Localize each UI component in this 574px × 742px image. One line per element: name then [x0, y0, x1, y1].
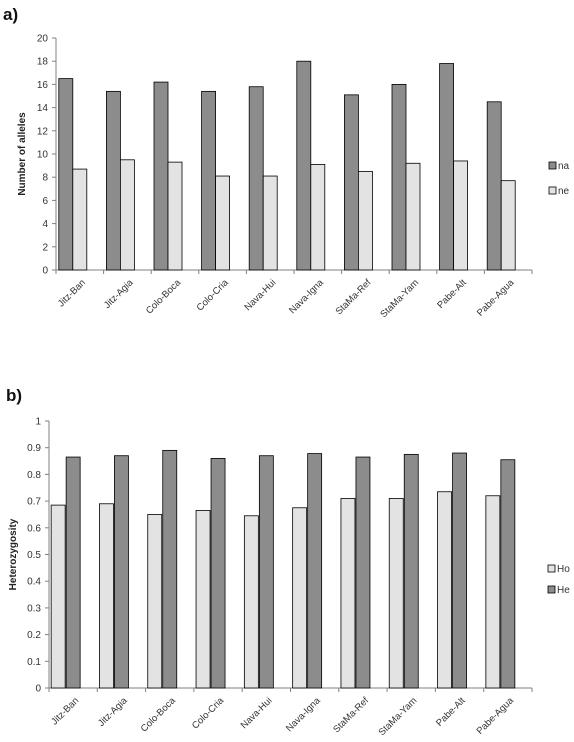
bar-ne-Nava-Hui [262, 175, 278, 271]
bar-He-StaMa-Ref [355, 456, 371, 689]
y-tick-label: 1 [35, 417, 41, 428]
x-tick-label: Nava-Igna [284, 695, 323, 734]
legend-swatch-na [548, 161, 557, 170]
bar-Ho-Jitz-Ban [50, 504, 66, 689]
bar-He-Nava-Hui [258, 455, 274, 689]
bar-ne-Nava-Igna [310, 164, 326, 271]
bar-Ho-Colo-Cria [195, 510, 211, 689]
bar-Ho-Colo-Boca [147, 514, 163, 689]
y-tick-label: 0 [35, 684, 41, 695]
x-tick-label: StaMa-Yam [378, 277, 421, 320]
x-tick-label: StaMa-Yam [377, 695, 420, 738]
bar-Ho-Nava-Igna [292, 507, 308, 689]
legend-swatch-ne [548, 186, 557, 195]
bar-Ho-Jitz-Agia [99, 503, 114, 689]
y-tick-label: 2 [42, 242, 48, 253]
bar-ne-Pabe-Agua [500, 180, 516, 271]
bar-na-Pabe-Agua [486, 101, 502, 271]
bar-na-Nava-Igna [296, 60, 312, 271]
chart-panel-b: b) 0 0.1 0.2 0.3 0.4 0.5 0.6 0.7 0.8 0.9 1 Heterozyg… [6, 386, 570, 738]
bar-ne-Jitz-Ban [72, 168, 88, 271]
legend-label-ne: ne [558, 186, 570, 197]
y-tick-label: 0.8 [27, 470, 41, 481]
bar-na-Jitz-Agia [106, 90, 121, 271]
bar-He-Pabe-Agua [500, 459, 516, 689]
y-tick-label: 0.2 [27, 630, 41, 641]
bar-Ho-Pabe-Alt [437, 491, 452, 689]
y-axis-label: Heterozygosity [8, 518, 19, 590]
chart-panel-a: a) 0 2 4 6 8 10 12 14 16 18 20 Number of alleles Jitz… [3, 5, 570, 320]
legend-label-na: na [558, 161, 570, 172]
y-tick-label: 6 [42, 196, 48, 207]
bar-na-Pabe-Alt [439, 63, 455, 271]
x-tick-label: Colo-Cria [195, 277, 232, 314]
bar-ne-Colo-Boca [167, 161, 183, 271]
y-tick-label: 0.9 [27, 443, 41, 454]
y-tick-label: 0.7 [27, 497, 41, 508]
bar-na-Colo-Cria [201, 90, 217, 271]
x-tick-label: Nava-Igna [287, 277, 326, 316]
bar-Ho-Pabe-Agua [485, 495, 501, 689]
x-tick-label: StaMa-Ref [334, 277, 374, 317]
x-tick-label: Jitz-Ban [56, 277, 88, 309]
y-tick-label: 12 [37, 126, 49, 137]
y-axis-label: Number of alleles [17, 112, 28, 196]
bar-He-Colo-Cria [210, 457, 226, 689]
x-tick-label: Colo-Boca [139, 695, 179, 735]
legend-swatch-Ho [547, 564, 556, 573]
bar-He-Jitz-Ban [65, 456, 81, 689]
y-tick-label: 16 [37, 80, 49, 91]
bar-na-StaMa-Ref [343, 94, 359, 271]
bar-He-StaMa-Yam [403, 453, 419, 689]
bar-ne-StaMa-Ref [357, 170, 373, 271]
y-tick-label: 0.3 [27, 603, 41, 614]
bar-na-Nava-Hui [248, 86, 264, 271]
x-tick-label: Pabe-Agua [475, 277, 517, 319]
x-tick-label: Pabe-Agua [475, 695, 517, 737]
bar-ne-StaMa-Yam [405, 162, 421, 271]
bar-Ho-StaMa-Yam [388, 498, 404, 689]
y-tick-label: 20 [37, 34, 49, 45]
y-tick-label: 0.6 [27, 523, 41, 534]
y-tick-label: 8 [42, 173, 48, 184]
x-tick-label: Colo-Boca [144, 277, 184, 317]
x-tick-label: Nava-Hui [239, 695, 275, 731]
y-tick-label: 0 [42, 266, 48, 277]
legend-label-Ho: Ho [557, 564, 570, 575]
bar-ne-Jitz-Agia [120, 159, 135, 271]
y-tick-label: 4 [42, 219, 48, 230]
bar-na-StaMa-Yam [391, 84, 407, 271]
x-tick-label: Pabe-Alt [435, 277, 469, 311]
legend-label-He: He [557, 585, 570, 596]
bar-Ho-Nava-Hui [243, 515, 259, 689]
y-tick-label: 14 [37, 103, 49, 114]
bar-He-Nava-Igna [307, 453, 323, 689]
bar-He-Pabe-Alt [452, 452, 467, 689]
x-tick-label: Jitz-Agia [96, 695, 130, 729]
x-tick-label: Jitz-Ban [49, 695, 81, 727]
bar-He-Jitz-Agia [114, 455, 129, 689]
x-tick-label: Jitz-Agia [102, 277, 136, 311]
bar-ne-Colo-Cria [215, 175, 231, 271]
bar-Ho-StaMa-Ref [340, 498, 356, 689]
y-tick-label: 10 [37, 150, 49, 161]
y-tick-label: 18 [37, 57, 49, 68]
y-tick-label: 0.5 [27, 550, 41, 561]
panel-label: b) [6, 386, 22, 405]
bar-na-Jitz-Ban [58, 78, 74, 271]
y-tick-label: 0.4 [27, 577, 41, 588]
bar-ne-Pabe-Alt [453, 160, 469, 271]
y-tick-label: 0.1 [27, 657, 41, 668]
x-tick-label: StaMa-Ref [331, 695, 371, 735]
panel-label: a) [3, 5, 18, 24]
legend-swatch-He [547, 585, 556, 594]
x-tick-label: Pabe-Alt [434, 695, 468, 729]
x-tick-label: Nava-Hui [243, 277, 279, 313]
bar-na-Colo-Boca [153, 81, 169, 271]
bar-He-Colo-Boca [162, 449, 178, 689]
x-tick-label: Colo-Cria [190, 695, 227, 732]
